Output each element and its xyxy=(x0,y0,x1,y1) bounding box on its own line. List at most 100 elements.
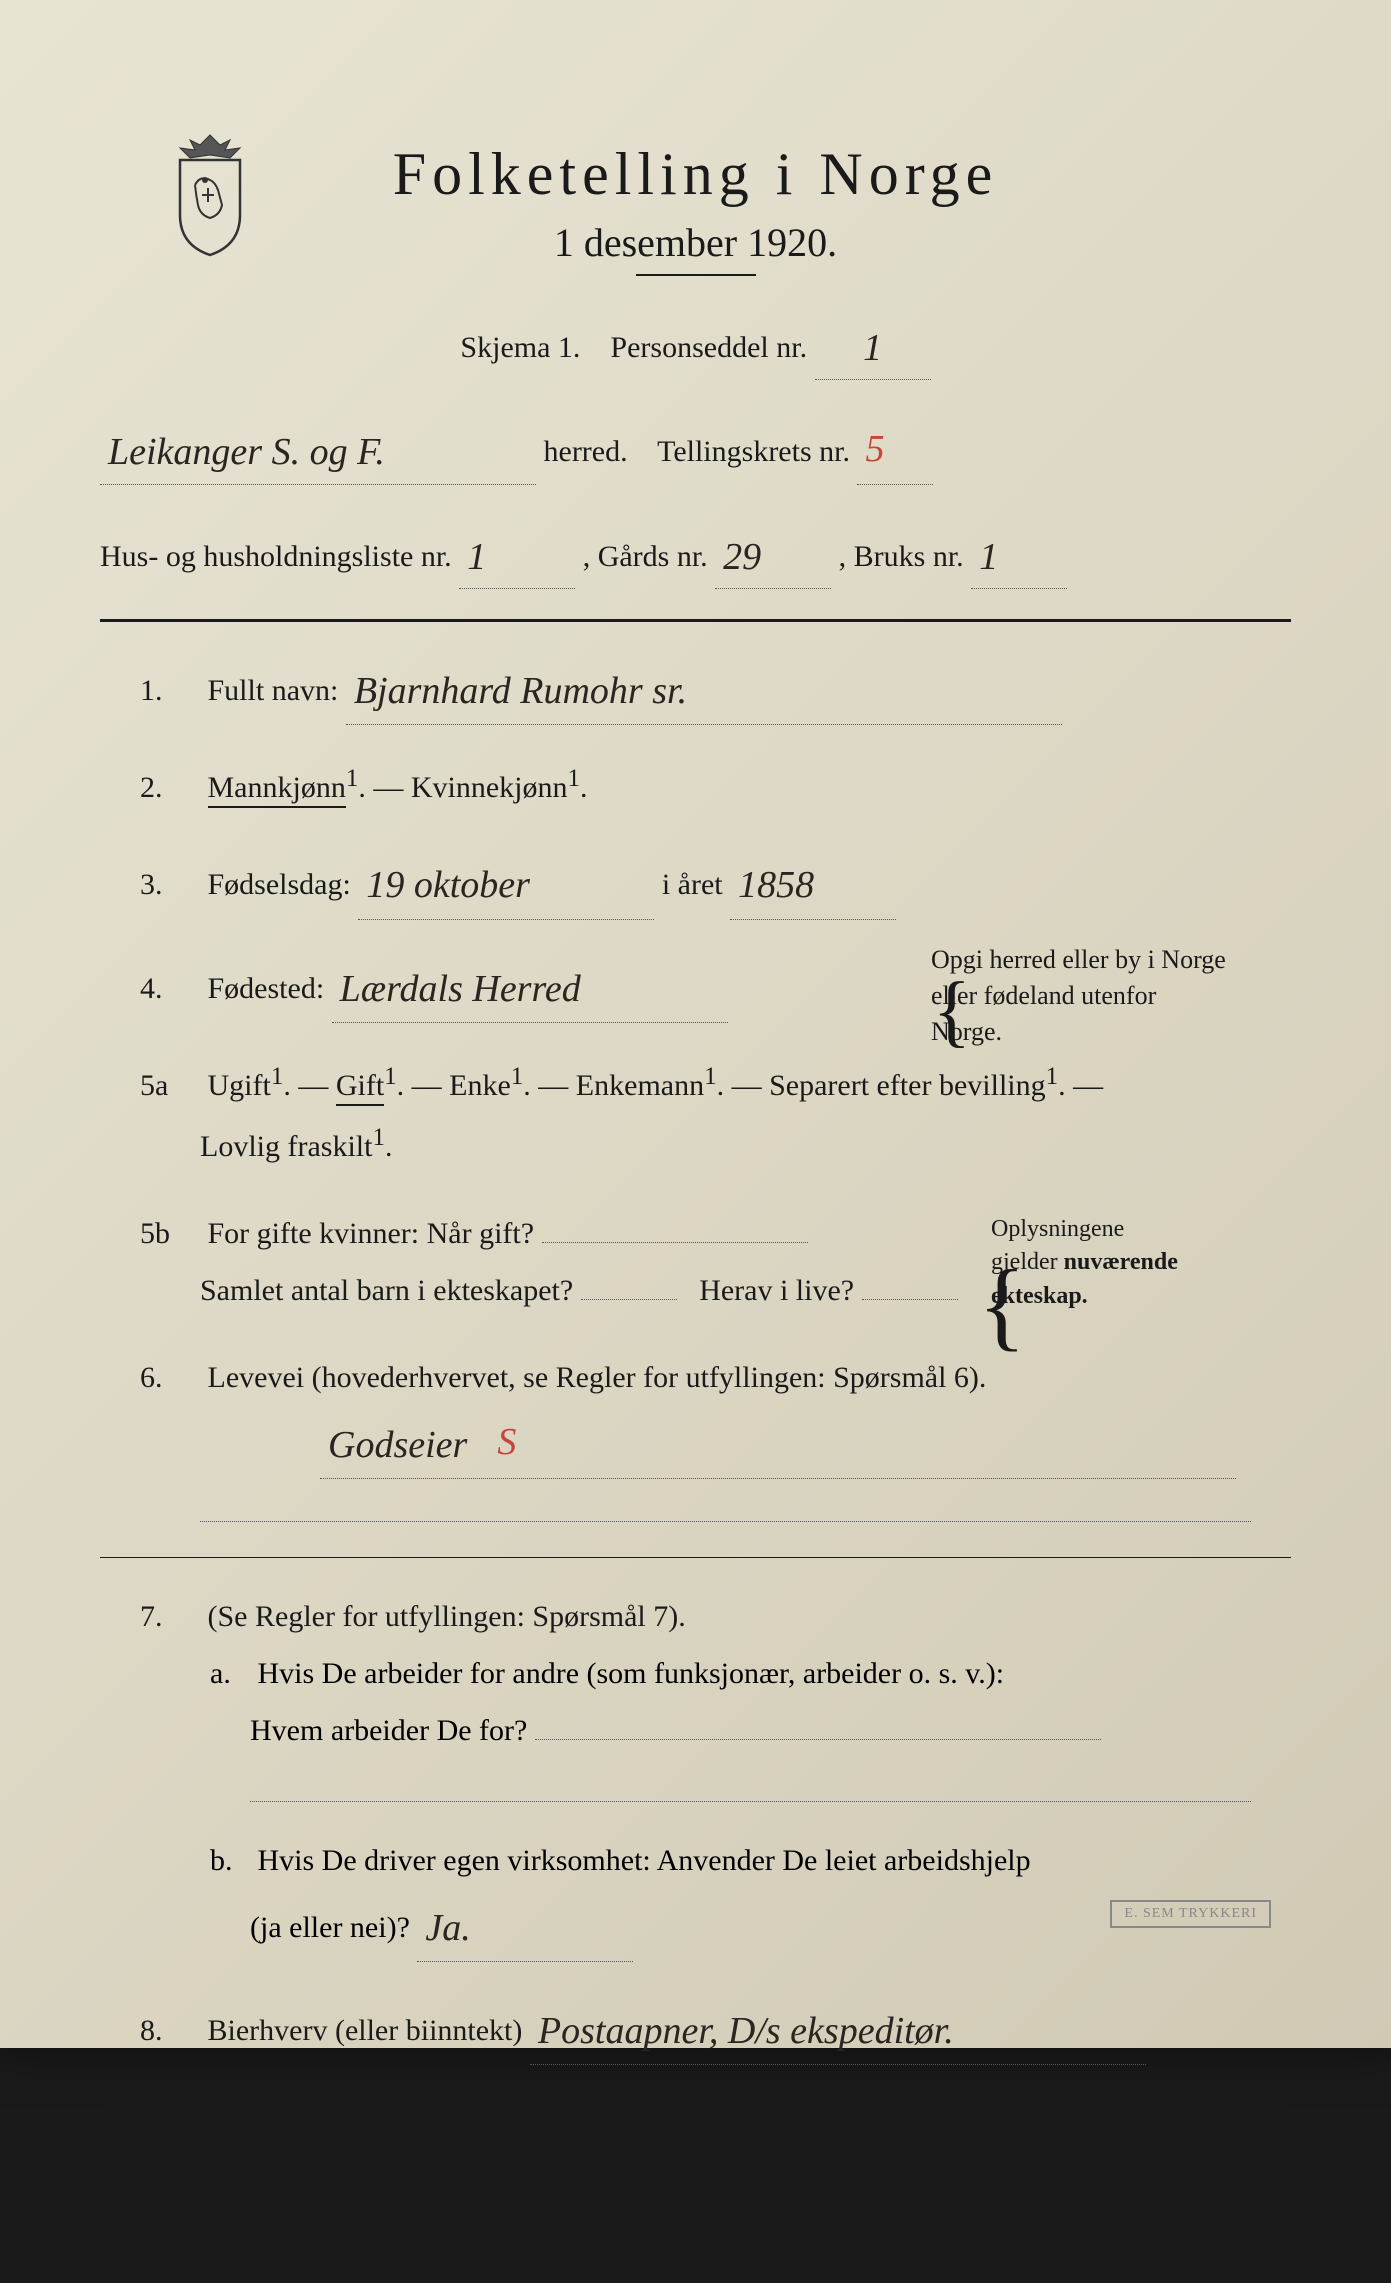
q6-field: Godseier S xyxy=(320,1406,1236,1479)
q5a-sup5: 1 xyxy=(1046,1063,1059,1090)
personseddel-value: 1 xyxy=(863,327,882,369)
q6-value-red: S xyxy=(497,1421,516,1463)
main-title: Folketelling i Norge xyxy=(100,140,1291,209)
subtitle-rule xyxy=(636,274,756,276)
q2-num: 2. xyxy=(140,759,200,816)
q8-field: Postaapner, D/s ekspeditør. xyxy=(530,1992,1146,2065)
herred-value: Leikanger S. og F. xyxy=(108,431,385,473)
q2-sup1: 1 xyxy=(346,765,359,792)
q2-dash1: . — xyxy=(358,771,403,804)
q3-day-value: 19 oktober xyxy=(366,864,530,906)
tellingskrets-value: 5 xyxy=(865,428,884,470)
husliste-field: 1 xyxy=(459,520,575,589)
printer-stamp: E. SEM TRYKKERI xyxy=(1110,1900,1271,1928)
q5b-f2 xyxy=(581,1299,677,1300)
question-2: 2. Mannkjønn1. — Kvinnekjønn1. xyxy=(140,755,1291,816)
q5a-lovlig: Lovlig fraskilt xyxy=(200,1130,372,1163)
question-3: 3. Fødselsdag: 19 oktober i året 1858 xyxy=(140,846,1291,919)
skjema-label: Skjema 1. xyxy=(460,331,580,364)
fn2-text: Her kan svares ved tydelig understreknin… xyxy=(158,2260,697,2282)
skjema-line: Skjema 1. Personseddel nr. 1 xyxy=(100,311,1291,380)
husliste-value: 1 xyxy=(467,536,486,578)
q5a-sup2: 1 xyxy=(384,1063,397,1090)
census-form-page: Folketelling i Norge 1 desember 1920. Sk… xyxy=(0,0,1391,2048)
q7b-line1: Hvis De driver egen virksomhet: Anvender… xyxy=(258,1844,1031,1877)
q3-label: Fødselsdag: xyxy=(208,868,351,901)
q3-day-field: 19 oktober xyxy=(358,846,654,919)
q7a-field xyxy=(535,1739,1101,1740)
herred-line: Leikanger S. og F. herred. Tellingskrets… xyxy=(100,415,1291,484)
q5b-num: 5b xyxy=(140,1205,200,1262)
q5b-line2b: Herav i live? xyxy=(699,1274,854,1307)
q5a-d3: . — xyxy=(523,1069,568,1102)
question-1: 1. Fullt navn: Bjarnhard Rumohr sr. xyxy=(140,652,1291,725)
q5b-n3: ekteskap. xyxy=(991,1283,1088,1309)
norwegian-coat-of-arms xyxy=(160,130,260,260)
q4-label: Fødested: xyxy=(208,972,325,1005)
q6-label: Levevei (hovederhvervet, se Regler for u… xyxy=(208,1361,987,1394)
q5a-p: . xyxy=(385,1130,393,1163)
q2-sup2: 1 xyxy=(567,765,580,792)
q5a-ugift: Ugift xyxy=(208,1069,271,1102)
mid-divider xyxy=(100,1557,1291,1558)
q4-sidenote: Opgi herred eller by i Norge eller fødel… xyxy=(931,942,1231,1051)
tellingskrets-label: Tellingskrets nr. xyxy=(657,435,850,468)
q4-num: 4. xyxy=(140,960,200,1017)
q5a-d2: . — xyxy=(397,1069,442,1102)
q5a-sup3: 1 xyxy=(511,1063,524,1090)
q5a-enkemann: Enkemann xyxy=(576,1069,704,1102)
q5b-line2a: Samlet antal barn i ekteskapet? xyxy=(200,1274,573,1307)
bruks-label: , Bruks nr. xyxy=(839,540,964,573)
q5b-n1: Oplysningene xyxy=(991,1216,1124,1242)
q6-num: 6. xyxy=(140,1349,200,1406)
q1-field: Bjarnhard Rumohr sr. xyxy=(346,652,1062,725)
q5a-sup1: 1 xyxy=(271,1063,284,1090)
q3-num: 3. xyxy=(140,856,200,913)
question-7: 7. (Se Regler for utfyllingen: Spørsmål … xyxy=(140,1588,1291,1645)
question-5a: 5a Ugift1. — Gift1. — Enke1. — Enkemann1… xyxy=(140,1053,1291,1175)
q4-value: Lærdals Herred xyxy=(340,968,581,1010)
q7-label: (Se Regler for utfyllingen: Spørsmål 7). xyxy=(208,1600,686,1633)
husliste-label: Hus- og husholdningsliste nr. xyxy=(100,540,452,573)
bottom-divider xyxy=(100,2105,1291,2106)
question-7b: b. Hvis De driver egen virksomhet: Anven… xyxy=(210,1832,1291,1962)
q7-num: 7. xyxy=(140,1588,200,1645)
q1-label: Fullt navn: xyxy=(208,674,339,707)
q6-value: Godseier xyxy=(328,1424,467,1466)
q5b-sidenote: Oplysningene gjelder gjelder nuværendenu… xyxy=(991,1213,1231,1314)
q8-label: Bierhverv (eller biinntekt) xyxy=(208,2014,523,2047)
footnote-1: Har man ingen biinntekt av nogen betydni… xyxy=(140,2156,1291,2182)
q1-value: Bjarnhard Rumohr sr. xyxy=(354,670,687,712)
subtitle-date: 1 desember 1920. xyxy=(100,219,1291,266)
gards-label: , Gårds nr. xyxy=(583,540,708,573)
q4-note1: Opgi herred eller by i Norge xyxy=(931,945,1226,974)
fn2-num: 1 xyxy=(140,2254,148,2273)
bruks-value: 1 xyxy=(979,536,998,578)
q5b-n2: gjelder gjelder nuværendenuværende xyxy=(991,1249,1178,1275)
tellingskrets-field: 5 xyxy=(857,415,933,484)
q5a-num: 5a xyxy=(140,1057,200,1114)
personseddel-field: 1 xyxy=(815,311,931,380)
herred-field: Leikanger S. og F. xyxy=(100,415,536,484)
q4-note2: eller fødeland utenfor Norge. xyxy=(931,981,1156,1046)
q5a-gift: Gift xyxy=(336,1069,384,1106)
personseddel-label: Personseddel nr. xyxy=(610,331,807,364)
q5a-enke: Enke xyxy=(449,1069,511,1102)
q5b-line1: For gifte kvinner: Når gift? xyxy=(208,1217,535,1250)
q2-mann: Mannkjønn xyxy=(208,771,346,808)
question-7a: a. Hvis De arbeider for andre (som funks… xyxy=(210,1645,1291,1759)
q5a-sup4: 1 xyxy=(704,1063,717,1090)
q5a-d4: . — xyxy=(717,1069,762,1102)
q7b-num: b. xyxy=(210,1832,250,1889)
question-8: 8. Bierhverv (eller biinntekt) Postaapne… xyxy=(140,1992,1291,2065)
q7a-line1: Hvis De arbeider for andre (som funksjon… xyxy=(258,1657,1005,1690)
q5a-sup6: 1 xyxy=(372,1124,385,1151)
q8-num: 8. xyxy=(140,2002,200,2059)
q7a-extra-line xyxy=(250,1799,1251,1802)
footnote-2: 1 Her kan svares ved tydelig understrekn… xyxy=(140,2254,1291,2283)
gards-field: 29 xyxy=(715,520,831,589)
q8-value: Postaapner, D/s ekspeditør. xyxy=(538,2010,954,2052)
q3-year-label: i året xyxy=(662,868,723,901)
bruks-field: 1 xyxy=(971,520,1067,589)
header-divider xyxy=(100,619,1291,622)
